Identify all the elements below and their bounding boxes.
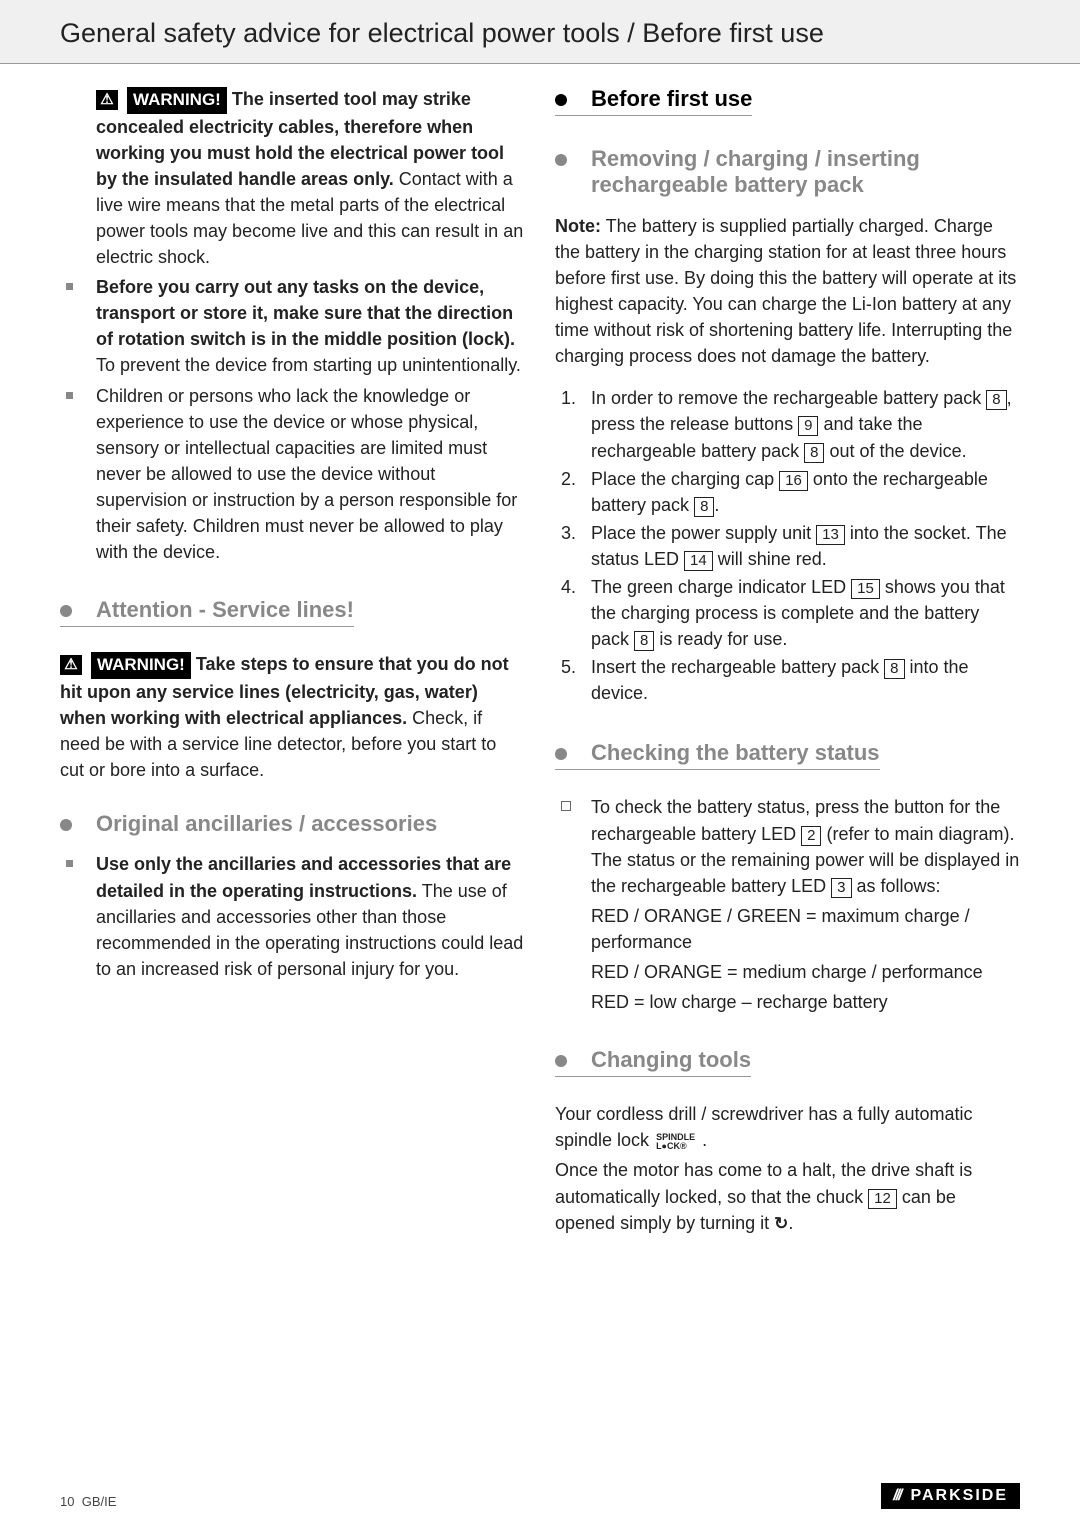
ref-15: 15 — [851, 579, 880, 599]
status-line-1: RED / ORANGE / GREEN = maximum charge / … — [555, 903, 1020, 955]
warning-block-1: ⚠ WARNING! The inserted tool may strike … — [60, 86, 525, 270]
heading-remove-charge: Removing / charging / inserting recharge… — [555, 146, 1020, 199]
warning-label: WARNING! — [91, 652, 191, 679]
changing-tools-p2: Once the motor has come to a halt, the d… — [555, 1157, 1020, 1236]
heading-attention: Attention - Service lines! — [60, 597, 354, 627]
steps-list: In order to remove the rechargeable batt… — [555, 385, 1020, 706]
brand-logo: /// PARKSIDE — [881, 1483, 1020, 1509]
step-2: Place the charging cap 16 onto the recha… — [555, 466, 1020, 518]
left-column: ⚠ WARNING! The inserted tool may strike … — [60, 86, 525, 1240]
content-area: ⚠ WARNING! The inserted tool may strike … — [0, 64, 1080, 1240]
ref-8: 8 — [694, 497, 714, 517]
step-1: In order to remove the rechargeable batt… — [555, 385, 1020, 463]
bullet-1-bold: Before you carry out any tasks on the de… — [96, 277, 515, 349]
spindle-lock-icon: SPINDLEL●CK® — [656, 1133, 695, 1149]
warning-block-2: ⚠ WARNING! Take steps to ensure that you… — [60, 651, 525, 783]
bullet-ancillaries: Use only the ancillaries and accessories… — [60, 851, 525, 981]
warning-icon: ⚠ — [96, 90, 118, 110]
warning-label: WARNING! — [127, 87, 227, 114]
header-title: General safety advice for electrical pow… — [60, 18, 1020, 49]
page-number: 10 GB/IE — [60, 1494, 116, 1509]
note-label: Note: — [555, 216, 601, 236]
note-text: The battery is supplied partially charge… — [555, 216, 1016, 366]
ref-8: 8 — [986, 390, 1006, 410]
ref-8: 8 — [804, 443, 824, 463]
ref-12: 12 — [868, 1189, 897, 1209]
heading-changing-tools: Changing tools — [555, 1047, 751, 1077]
page-footer: 10 GB/IE /// PARKSIDE — [60, 1483, 1020, 1509]
ref-16: 16 — [779, 471, 808, 491]
warning-icon: ⚠ — [60, 655, 82, 675]
step-5: Insert the rechargeable battery pack 8 i… — [555, 654, 1020, 706]
bullet-rotation-lock: Before you carry out any tasks on the de… — [60, 274, 525, 378]
bullet-children: Children or persons who lack the knowled… — [60, 383, 525, 566]
check-battery-item: To check the battery status, press the b… — [555, 794, 1020, 898]
note-paragraph: Note: The battery is supplied partially … — [555, 213, 1020, 370]
ref-13: 13 — [816, 525, 845, 545]
step-4: The green charge indicator LED 15 shows … — [555, 574, 1020, 652]
ref-8: 8 — [884, 659, 904, 679]
changing-tools-p1: Your cordless drill / screwdriver has a … — [555, 1101, 1020, 1153]
heading-check-battery: Checking the battery status — [555, 740, 880, 770]
ref-9: 9 — [798, 416, 818, 436]
right-column: Before first use Removing / charging / i… — [555, 86, 1020, 1240]
heading-before-first-use: Before first use — [555, 86, 752, 116]
ref-3: 3 — [831, 878, 851, 898]
status-line-2: RED / ORANGE = medium charge / performan… — [555, 959, 1020, 985]
ref-8: 8 — [634, 631, 654, 651]
ref-14: 14 — [684, 551, 713, 571]
brand-name: PARKSIDE — [911, 1487, 1009, 1505]
ref-2: 2 — [801, 826, 821, 846]
bullet-1-rest: To prevent the device from starting up u… — [96, 355, 521, 375]
heading-ancillaries: Original ancillaries / accessories — [60, 811, 525, 837]
status-line-3: RED = low charge – recharge battery — [555, 989, 1020, 1015]
step-3: Place the power supply unit 13 into the … — [555, 520, 1020, 572]
rotate-icon: ↻ — [774, 1214, 788, 1233]
page-header: General safety advice for electrical pow… — [0, 0, 1080, 64]
logo-stripes-icon: /// — [893, 1487, 900, 1505]
